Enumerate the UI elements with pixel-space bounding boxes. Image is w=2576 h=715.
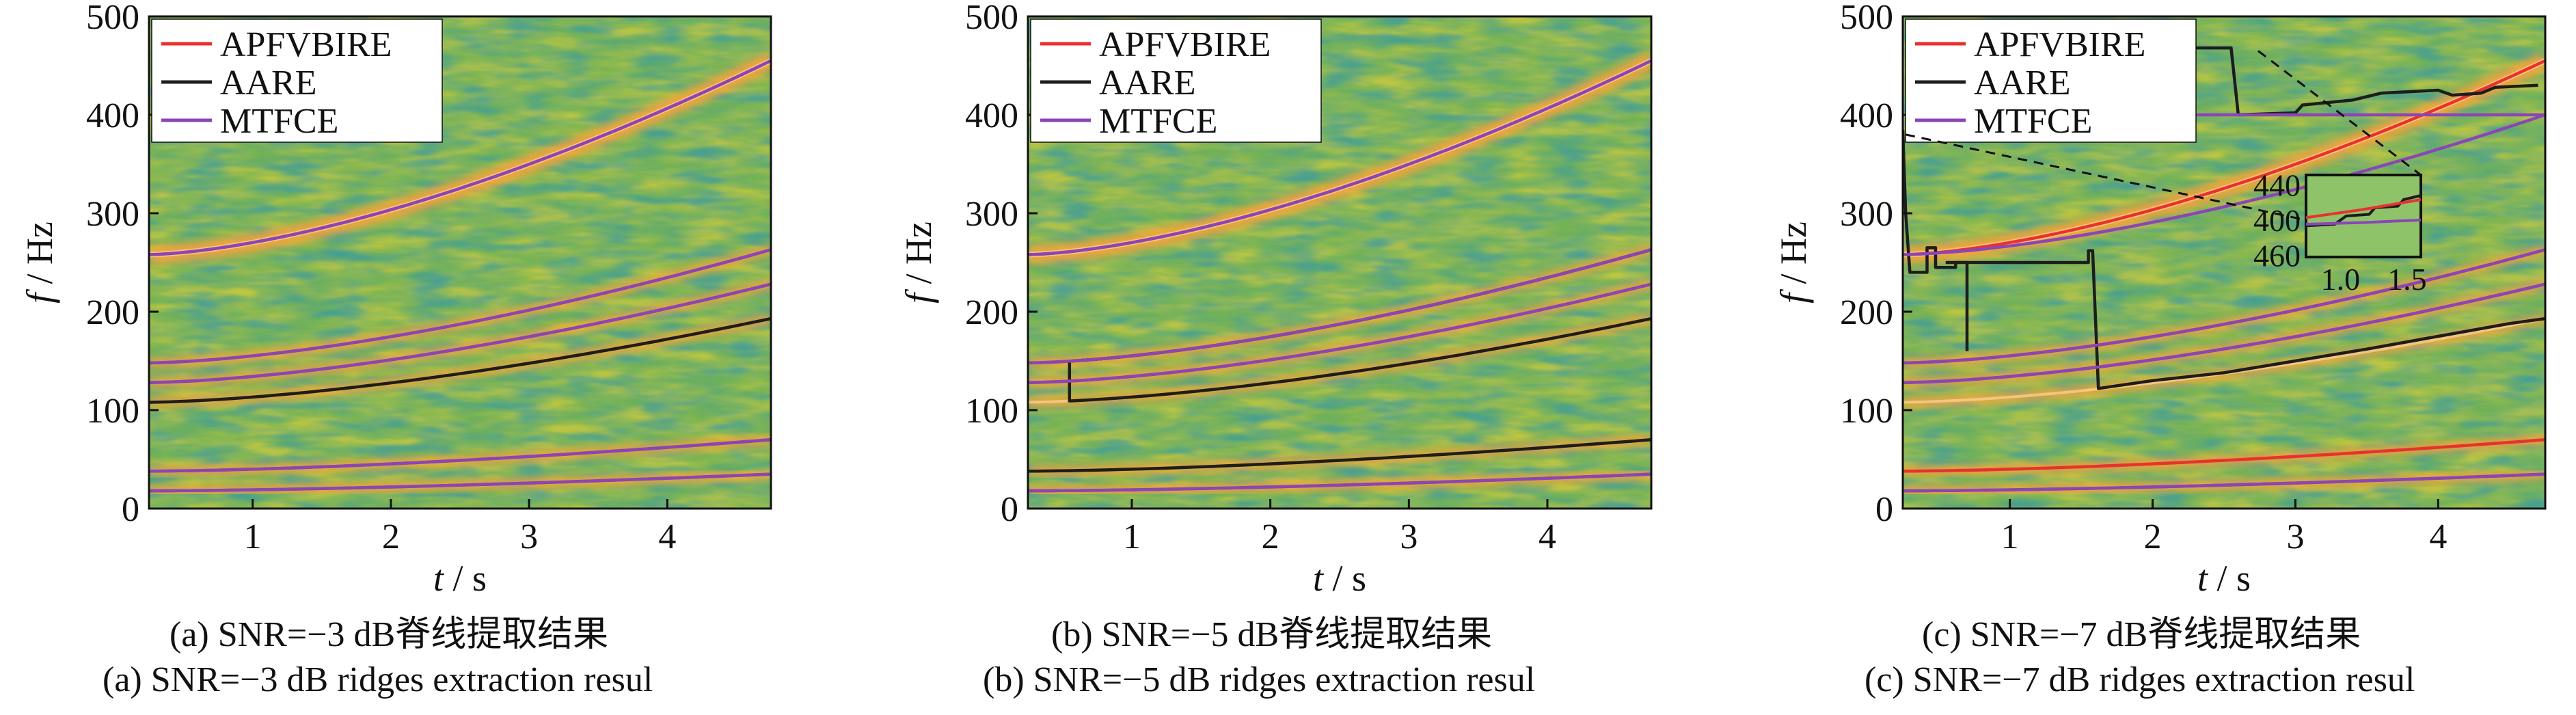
x-tick-label-c-2: 2 xyxy=(2144,517,2162,556)
series-apfvbire-4 xyxy=(1903,59,2545,256)
plot-frame-c xyxy=(1901,15,2547,510)
series-mtfce-3 xyxy=(1903,113,2545,256)
x-tick-label-b-1: 1 xyxy=(1123,517,1141,556)
legend-label-apfvbire: APFVBIRE xyxy=(1099,25,1271,64)
x-tick-label-b-3: 3 xyxy=(1400,517,1418,556)
x-axis-label-b: t / s xyxy=(1313,558,1366,599)
series-mtfce-2 xyxy=(149,282,771,384)
caption-c-en: (c) SNR=−7 dB ridges extraction resul xyxy=(1865,660,2415,699)
y-tick-label-c-200: 200 xyxy=(1840,293,1893,332)
x-tick-label-c-3: 3 xyxy=(2286,517,2304,556)
y-tick-label-c-100: 100 xyxy=(1840,392,1893,431)
plot-frame-b xyxy=(1027,15,1653,510)
series-mtfce-3 xyxy=(149,248,771,365)
legend-label-mtfce: MTFCE xyxy=(220,102,338,141)
legend-label-aare: AARE xyxy=(220,64,317,103)
y-tick-label-c-300: 300 xyxy=(1840,195,1893,234)
series-mtfce-2 xyxy=(1028,248,1651,365)
inset-series-apfvbire xyxy=(2305,198,2422,219)
series-mtfce-4 xyxy=(149,59,771,256)
series-apfvbire-1 xyxy=(1903,437,2545,473)
y-tick-label-b-200: 200 xyxy=(965,293,1018,332)
y-tick-label-c-0: 0 xyxy=(1875,490,1893,529)
series-aare-0 xyxy=(1028,437,1651,473)
series-mtfce-0 xyxy=(1028,472,1651,493)
y-axis-label-a: f / Hz xyxy=(19,221,60,303)
series-aare-1 xyxy=(1945,249,2545,390)
inset-y-tick-460: 460 xyxy=(2253,239,2301,273)
y-tick-label-a-400: 400 xyxy=(86,96,139,135)
x-axis-label-a: t / s xyxy=(433,558,487,599)
caption-c-cn: (c) SNR=−7 dB脊线提取结果 xyxy=(1922,615,2361,654)
plot-area-a xyxy=(149,16,771,509)
series-mtfce-0 xyxy=(149,472,771,493)
y-tick-label-b-500: 500 xyxy=(965,0,1018,37)
x-axis-label-c: t / s xyxy=(2197,558,2251,599)
x-tick-label-c-1: 1 xyxy=(2001,517,2019,556)
y-tick-label-b-100: 100 xyxy=(965,392,1018,431)
inset-x-tick-1.5: 1.5 xyxy=(2387,262,2427,297)
caption-b-cn: (b) SNR=−5 dB脊线提取结果 xyxy=(1051,615,1493,654)
series-mtfce-2 xyxy=(1903,248,2545,365)
y-tick-label-a-100: 100 xyxy=(86,392,139,431)
y-tick-label-c-400: 400 xyxy=(1840,96,1893,135)
y-axis-label-c: f / Hz xyxy=(1773,221,1814,303)
legend-label-aare: AARE xyxy=(1974,64,2071,103)
legend-label-apfvbire: APFVBIRE xyxy=(220,25,392,64)
series-mtfce-1 xyxy=(149,437,771,473)
inset-series-mtfce xyxy=(2305,219,2422,226)
y-tick-label-b-0: 0 xyxy=(1001,490,1018,529)
inset-y-tick-440: 440 xyxy=(2253,167,2301,202)
y-tick-label-b-300: 300 xyxy=(965,195,1018,234)
x-tick-label-a-4: 4 xyxy=(658,517,676,556)
y-tick-label-a-300: 300 xyxy=(86,195,139,234)
y-tick-label-c-500: 500 xyxy=(1840,0,1893,37)
inset-y-tick-400: 400 xyxy=(2253,203,2301,238)
legend-label-aare: AARE xyxy=(1099,64,1196,103)
caption-b-en: (b) SNR=−5 dB ridges extraction resul xyxy=(983,660,1536,699)
series-mtfce-1 xyxy=(1028,282,1651,384)
y-axis-label-b: f / Hz xyxy=(898,221,939,303)
x-tick-label-b-2: 2 xyxy=(1262,517,1279,556)
series-aare-2 xyxy=(2167,46,2538,117)
y-tick-label-b-400: 400 xyxy=(965,96,1018,135)
x-tick-label-a-2: 2 xyxy=(382,517,400,556)
x-tick-label-b-4: 4 xyxy=(1538,517,1556,556)
series-mtfce-3 xyxy=(1028,59,1651,256)
caption-a-cn: (a) SNR=−3 dB脊线提取结果 xyxy=(170,615,609,654)
y-tick-label-a-500: 500 xyxy=(86,0,139,37)
legend-label-mtfce: MTFCE xyxy=(1974,102,2092,141)
series-aare-1 xyxy=(1069,316,1651,403)
inset-x-tick-1.0: 1.0 xyxy=(2321,262,2361,297)
caption-a-en: (a) SNR=−3 dB ridges extraction resul xyxy=(103,660,653,699)
x-tick-label-a-3: 3 xyxy=(520,517,538,556)
series-aare-0 xyxy=(149,316,771,404)
series-mtfce-1 xyxy=(1903,282,2545,384)
y-tick-label-a-0: 0 xyxy=(122,490,139,529)
legend-label-mtfce: MTFCE xyxy=(1099,102,1217,141)
zoom-connector-top xyxy=(2258,50,2422,176)
x-tick-label-c-4: 4 xyxy=(2429,517,2447,556)
x-tick-label-a-1: 1 xyxy=(244,517,262,556)
y-tick-label-a-200: 200 xyxy=(86,293,139,332)
zoom-connector-bottom xyxy=(1905,133,2307,221)
plot-frame-a xyxy=(148,15,772,510)
series-mtfce-0 xyxy=(1903,472,2545,493)
legend-label-apfvbire: APFVBIRE xyxy=(1974,25,2145,64)
